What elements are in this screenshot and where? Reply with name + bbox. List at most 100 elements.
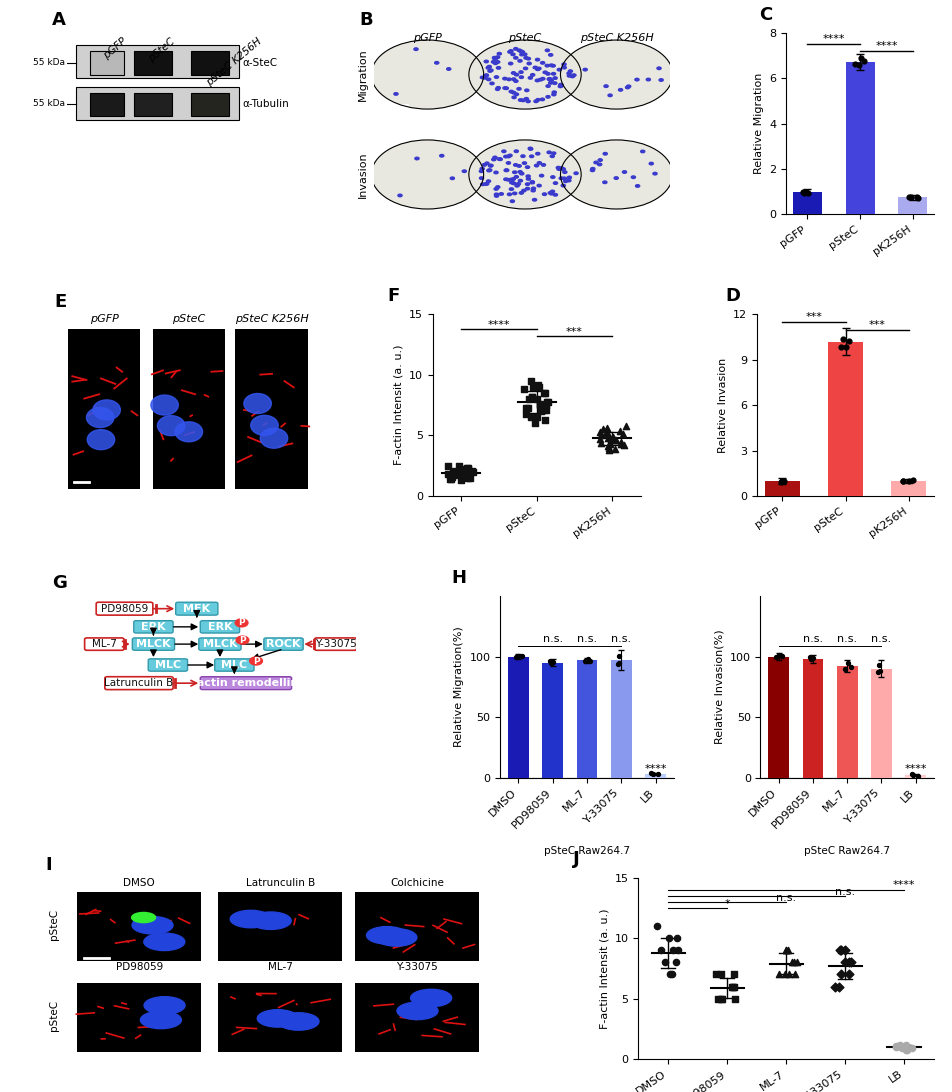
- Circle shape: [519, 54, 524, 56]
- Point: [460, 461, 475, 478]
- Circle shape: [131, 913, 155, 923]
- Circle shape: [548, 64, 553, 67]
- Circle shape: [652, 173, 656, 175]
- Circle shape: [543, 71, 546, 73]
- Circle shape: [414, 157, 419, 159]
- Point: [904, 767, 920, 784]
- Circle shape: [497, 157, 501, 161]
- Point: [908, 189, 923, 206]
- Circle shape: [495, 87, 499, 91]
- Circle shape: [556, 166, 560, 169]
- Point: [843, 658, 858, 676]
- Point: [785, 953, 801, 971]
- Circle shape: [495, 186, 500, 188]
- Text: P: P: [252, 656, 259, 665]
- Point: [724, 977, 740, 995]
- Circle shape: [539, 175, 543, 177]
- Text: ERK: ERK: [208, 621, 232, 632]
- Circle shape: [551, 91, 556, 94]
- Point: [725, 977, 741, 995]
- Point: [540, 393, 555, 411]
- Point: [777, 965, 792, 983]
- Point: [531, 378, 546, 395]
- Point: [803, 651, 818, 668]
- Text: pGFP: pGFP: [101, 36, 128, 61]
- Circle shape: [540, 98, 544, 100]
- Circle shape: [545, 64, 548, 67]
- Circle shape: [484, 60, 487, 62]
- Circle shape: [549, 155, 554, 157]
- Point: [837, 953, 852, 971]
- Point: [802, 649, 817, 666]
- Text: n.s.: n.s.: [610, 634, 631, 644]
- Point: [444, 471, 459, 488]
- Circle shape: [488, 165, 492, 167]
- Circle shape: [622, 170, 625, 174]
- Point: [833, 965, 848, 983]
- Circle shape: [511, 182, 515, 185]
- Text: J: J: [573, 851, 580, 868]
- Circle shape: [634, 79, 639, 81]
- Point: [901, 188, 916, 205]
- Circle shape: [597, 163, 601, 166]
- Circle shape: [250, 912, 291, 929]
- Point: [774, 648, 789, 665]
- Circle shape: [398, 194, 402, 197]
- Circle shape: [486, 79, 490, 81]
- Circle shape: [487, 169, 491, 171]
- Circle shape: [552, 76, 557, 80]
- Circle shape: [508, 91, 513, 93]
- Point: [796, 183, 811, 201]
- Point: [461, 470, 476, 487]
- Text: ERK: ERK: [141, 621, 166, 632]
- Circle shape: [562, 177, 565, 180]
- Text: ****: ****: [644, 763, 666, 773]
- Point: [507, 648, 523, 665]
- Point: [597, 425, 612, 442]
- Circle shape: [468, 140, 581, 209]
- Circle shape: [132, 916, 173, 934]
- Point: [460, 460, 475, 477]
- Circle shape: [144, 933, 185, 950]
- Circle shape: [573, 171, 578, 175]
- Circle shape: [560, 140, 672, 209]
- Text: n.s.: n.s.: [802, 634, 823, 644]
- Point: [532, 396, 547, 414]
- Point: [832, 339, 847, 356]
- Point: [773, 473, 788, 490]
- Circle shape: [603, 153, 606, 155]
- Point: [523, 408, 538, 426]
- Circle shape: [518, 50, 523, 52]
- Circle shape: [503, 78, 506, 80]
- Point: [887, 1038, 902, 1056]
- Circle shape: [561, 168, 565, 170]
- Bar: [190, 51, 229, 74]
- Circle shape: [531, 187, 535, 190]
- Point: [831, 977, 846, 995]
- Circle shape: [482, 164, 486, 166]
- Circle shape: [562, 67, 565, 69]
- Circle shape: [504, 155, 507, 158]
- Circle shape: [607, 94, 611, 96]
- Point: [895, 473, 910, 490]
- FancyBboxPatch shape: [105, 677, 173, 690]
- Text: *: *: [724, 899, 729, 909]
- Circle shape: [495, 61, 499, 63]
- Circle shape: [492, 58, 497, 60]
- Point: [727, 990, 743, 1008]
- Text: pSteC K256H: pSteC K256H: [579, 33, 653, 43]
- FancyBboxPatch shape: [199, 638, 241, 650]
- Circle shape: [559, 84, 563, 87]
- Point: [525, 378, 540, 395]
- Circle shape: [551, 72, 555, 75]
- Point: [537, 411, 552, 428]
- Point: [779, 941, 794, 959]
- Point: [724, 977, 739, 995]
- Point: [532, 395, 547, 413]
- Circle shape: [485, 162, 488, 165]
- Point: [713, 990, 728, 1008]
- Circle shape: [566, 176, 571, 179]
- Point: [545, 653, 560, 670]
- Point: [871, 656, 886, 674]
- Circle shape: [522, 162, 526, 165]
